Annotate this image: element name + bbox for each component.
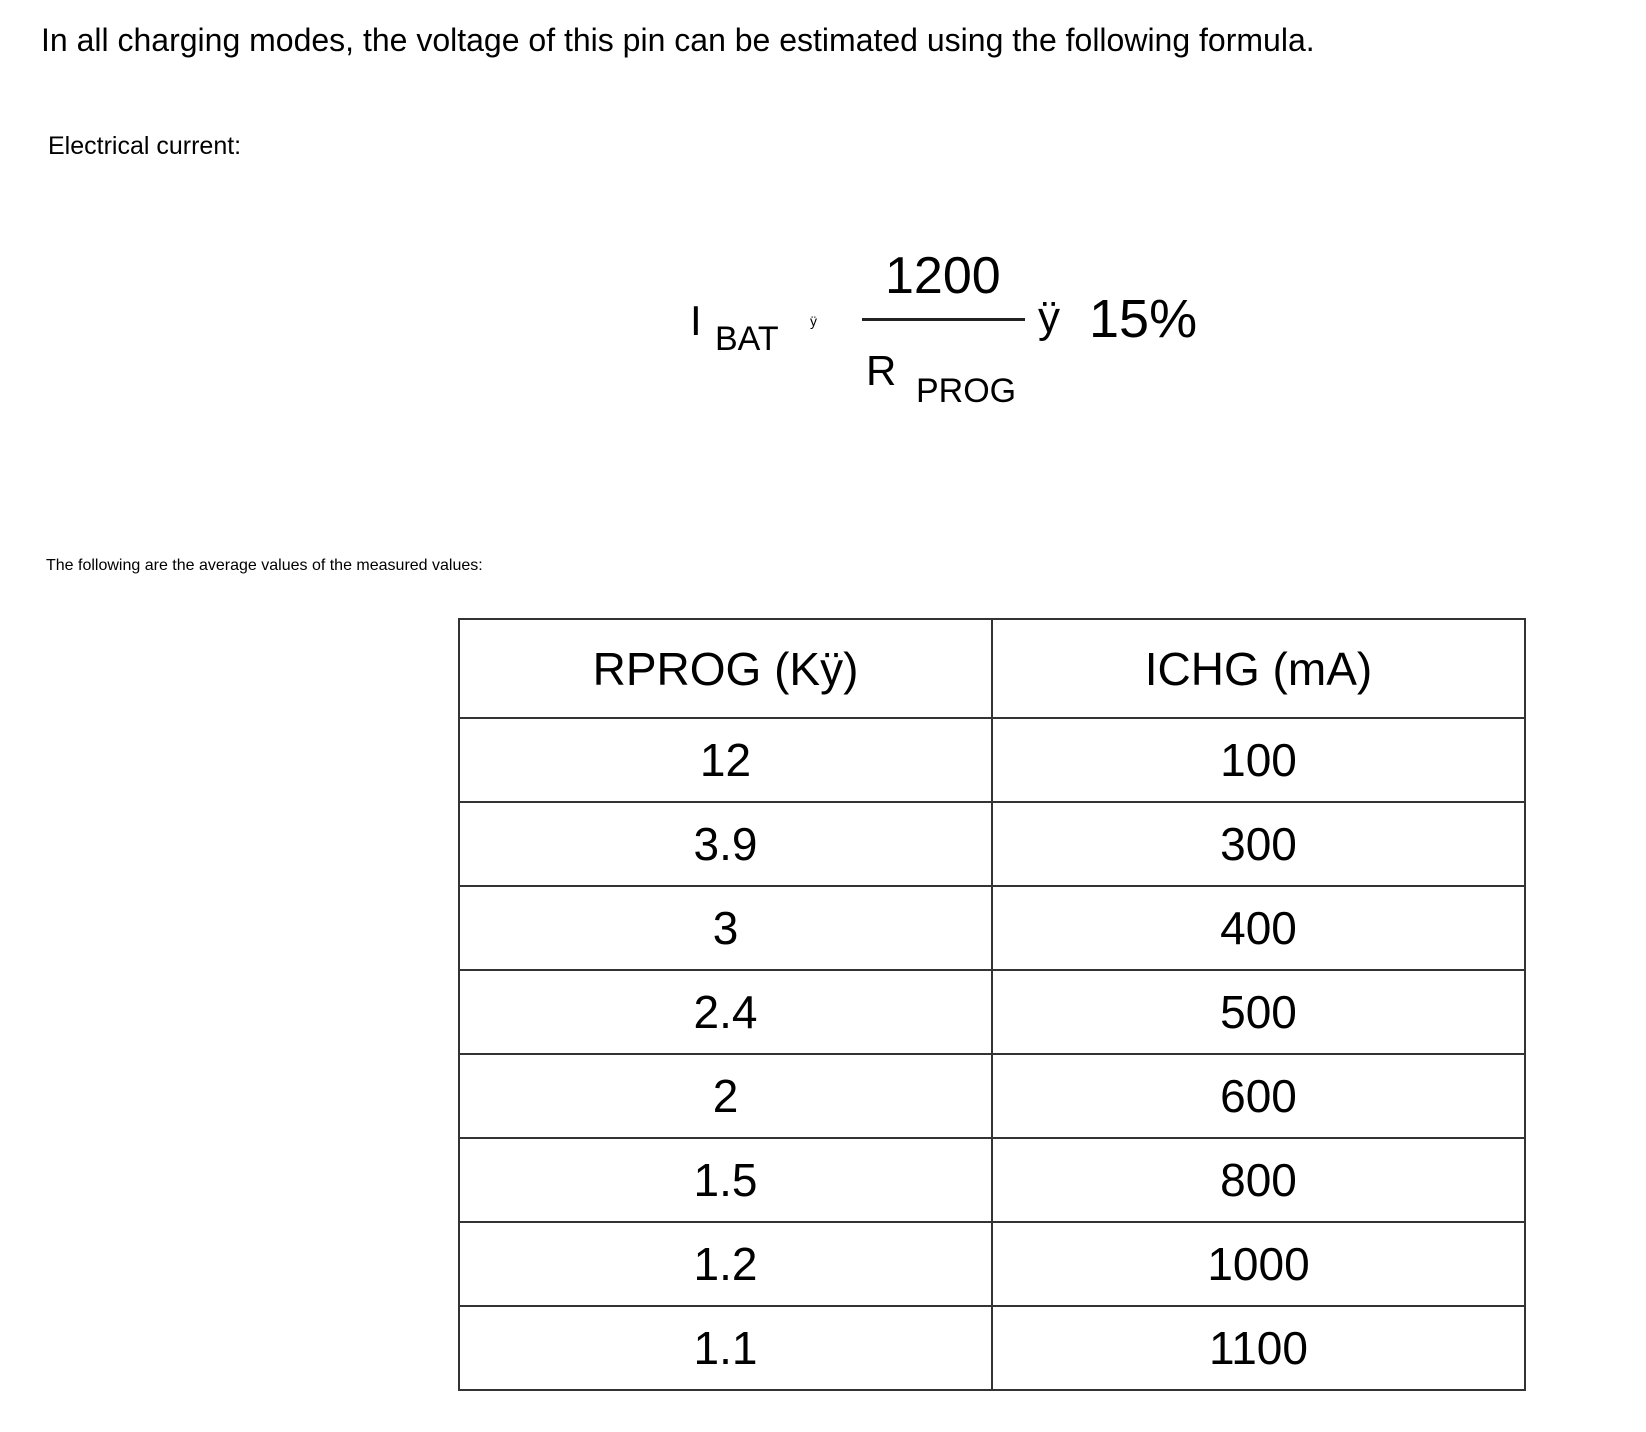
cell-rprog: 1.5	[458, 1137, 993, 1223]
cell-rprog: 3.9	[458, 801, 993, 887]
formula-denominator: R	[866, 347, 897, 394]
table-row: 2.4 500	[458, 969, 1526, 1055]
cell-rprog: 1.1	[458, 1305, 993, 1391]
cell-ichg: 300	[991, 801, 1526, 887]
table-header-row: RPROG (Kÿ) ICHG (mA)	[458, 618, 1526, 719]
formula-numerator: 1200	[885, 247, 1001, 305]
cell-rprog: 2	[458, 1053, 993, 1139]
fraction-bar	[862, 318, 1025, 321]
cell-rprog: 12	[458, 717, 993, 803]
average-values-note: The following are the average values of …	[46, 557, 483, 574]
rprog-ichg-table: RPROG (Kÿ) ICHG (mA) 12 100 3.9 300 3 400 2.4 5…	[458, 618, 1526, 1391]
cell-ichg: 400	[991, 885, 1526, 971]
cell-rprog: 2.4	[458, 969, 993, 1055]
table-row: 1.2 1000	[458, 1221, 1526, 1307]
formula-tolerance: 15%	[1089, 289, 1198, 349]
table-row: 12 100	[458, 717, 1526, 803]
formula-lhs-subscript: BAT	[715, 320, 779, 358]
table-row: 1.5 800	[458, 1137, 1526, 1223]
cell-ichg: 1100	[991, 1305, 1526, 1391]
cell-rprog: 1.2	[458, 1221, 993, 1307]
formula-lhs: I	[690, 297, 702, 344]
table-row: 3.9 300	[458, 801, 1526, 887]
cell-ichg: 100	[991, 717, 1526, 803]
cell-rprog: 3	[458, 885, 993, 971]
formula-approx-symbol: ÿ	[810, 313, 817, 329]
header-rprog: RPROG (Kÿ)	[458, 618, 993, 719]
intro-paragraph: In all charging modes, the voltage of th…	[41, 22, 1315, 58]
cell-ichg: 500	[991, 969, 1526, 1055]
formula-tolerance-symbol: ÿ	[1038, 293, 1060, 342]
header-ichg: ICHG (mA)	[991, 618, 1526, 719]
electrical-current-label: Electrical current:	[48, 132, 242, 160]
cell-ichg: 600	[991, 1053, 1526, 1139]
cell-ichg: 800	[991, 1137, 1526, 1223]
table-row: 3 400	[458, 885, 1526, 971]
table-row: 1.1 1100	[458, 1305, 1526, 1391]
cell-ichg: 1000	[991, 1221, 1526, 1307]
formula-denominator-subscript: PROG	[916, 372, 1017, 410]
table-row: 2 600	[458, 1053, 1526, 1139]
